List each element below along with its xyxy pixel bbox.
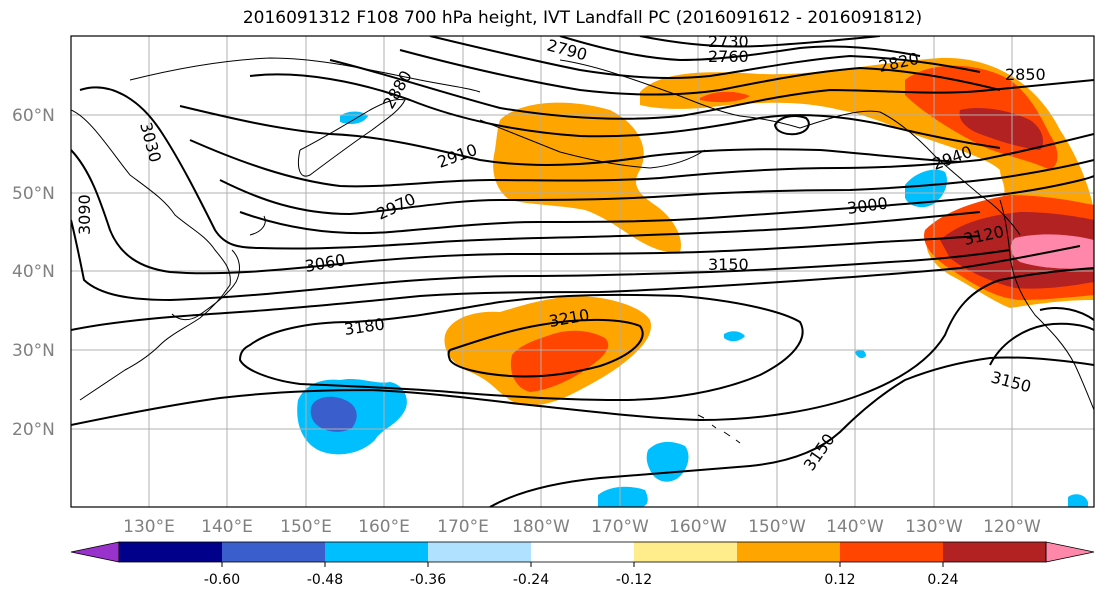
lon-label: 170°E	[437, 517, 489, 537]
positive-region-central-pacific	[493, 102, 681, 253]
contour-label: 2850	[1005, 65, 1046, 84]
colorbar-extend-min	[70, 541, 120, 563]
contour-3060	[71, 149, 981, 275]
contour-2850	[329, 59, 1094, 120]
contour-label: 2730	[708, 32, 749, 51]
colorbar-tick-label: -0.36	[410, 572, 446, 588]
contour-2880	[249, 73, 1001, 149]
lat-label: 20°N	[12, 420, 55, 440]
contour-3150	[71, 267, 1094, 426]
colorbar-segment	[737, 542, 841, 562]
negative-region-small-2	[1068, 494, 1088, 507]
contour-2970	[219, 159, 1094, 216]
contour-3030	[79, 86, 981, 250]
colorbar-segment	[325, 542, 429, 562]
colorbar-border	[118, 541, 1047, 563]
negative-blue-west-pacific	[310, 396, 357, 432]
lon-label: 130°W	[905, 517, 963, 537]
negative-region-gulf	[905, 169, 947, 208]
negative-region-south	[598, 486, 648, 507]
colorbar-segment	[222, 542, 326, 562]
hawaii	[697, 414, 741, 444]
contour-3210	[447, 318, 644, 378]
colorbar-tick-label: 0.24	[927, 572, 958, 588]
height-contours	[71, 36, 1094, 507]
colorbar-tick-label: -0.60	[204, 572, 240, 588]
coastlines	[71, 57, 1094, 444]
lon-label: 140°E	[201, 517, 253, 537]
lon-label: 130°E	[123, 517, 175, 537]
contour-3000	[239, 175, 1094, 235]
colorbar-segment	[943, 542, 1047, 562]
latitude-labels: 60°N 50°N 40°N 30°N 20°N	[12, 106, 55, 440]
contour-3150-east	[989, 322, 1094, 366]
colorbar-segment	[531, 542, 635, 562]
lon-label: 160°E	[358, 517, 410, 537]
contour-2820	[399, 49, 1001, 96]
colorbar-tick-label: -0.24	[513, 572, 549, 588]
east-siberia-coastline	[129, 57, 481, 93]
contour-2730	[639, 36, 881, 48]
colorbar-extend-max	[1045, 541, 1095, 563]
contour-label: 3090	[75, 194, 94, 235]
lon-label: 180°W	[512, 517, 570, 537]
colorbar	[70, 541, 1095, 563]
ivt-shading	[297, 57, 1094, 507]
lat-label: 50°N	[12, 184, 55, 204]
contour-3120-east	[1039, 307, 1094, 321]
lon-label: 120°W	[983, 517, 1041, 537]
contour-label: 3150	[708, 255, 749, 274]
colorbar-tick-label: -0.48	[307, 572, 343, 588]
colorbar-segment	[840, 542, 944, 562]
lat-label: 30°N	[12, 341, 55, 361]
colorbar-tick-label: -0.12	[616, 572, 652, 588]
negative-region-small-3	[855, 349, 866, 359]
lat-label: 60°N	[12, 106, 55, 126]
lat-label: 40°N	[12, 262, 55, 282]
alaska-coastline	[559, 59, 1021, 236]
lon-label: 170°W	[591, 517, 649, 537]
asia-coastline	[71, 109, 231, 401]
colorbar-segment	[119, 542, 223, 562]
colorbar-ticks: -0.60 -0.48 -0.36 -0.24 -0.12 0.12 0.24	[204, 562, 959, 588]
contour-3180	[238, 293, 804, 402]
lon-label: 160°W	[669, 517, 727, 537]
contour-label: 2760	[708, 47, 749, 66]
lon-label: 150°E	[280, 517, 332, 537]
japan-coastline	[171, 215, 266, 321]
contour-low-alaska	[773, 115, 810, 136]
contour-2790	[429, 36, 981, 79]
contour-3090	[71, 219, 1011, 302]
colorbar-segment	[428, 542, 532, 562]
lon-label: 150°W	[748, 517, 806, 537]
colorbar-tick-label: 0.12	[824, 572, 855, 588]
map-border	[70, 35, 1095, 508]
contour-3120	[71, 245, 1081, 331]
contour-3150-south	[489, 356, 1094, 507]
orange-red-small-1	[700, 91, 750, 103]
aleutians	[479, 119, 706, 169]
contour-2910	[179, 105, 961, 166]
na-west-coast	[999, 199, 1094, 411]
lon-label: 140°W	[826, 517, 884, 537]
dark-red-alaska	[959, 108, 1043, 150]
kamchatka-coastline	[297, 99, 406, 177]
contour-2940	[189, 133, 1094, 188]
negative-region-small-1	[724, 331, 745, 342]
longitude-labels: 130°E 140°E 150°E 160°E 170°E 180°W 170°…	[123, 517, 1041, 537]
contour-2760	[559, 36, 921, 62]
colorbar-segment	[634, 542, 738, 562]
map-title: 2016091312 F108 700 hPa height, IVT Land…	[242, 8, 923, 28]
